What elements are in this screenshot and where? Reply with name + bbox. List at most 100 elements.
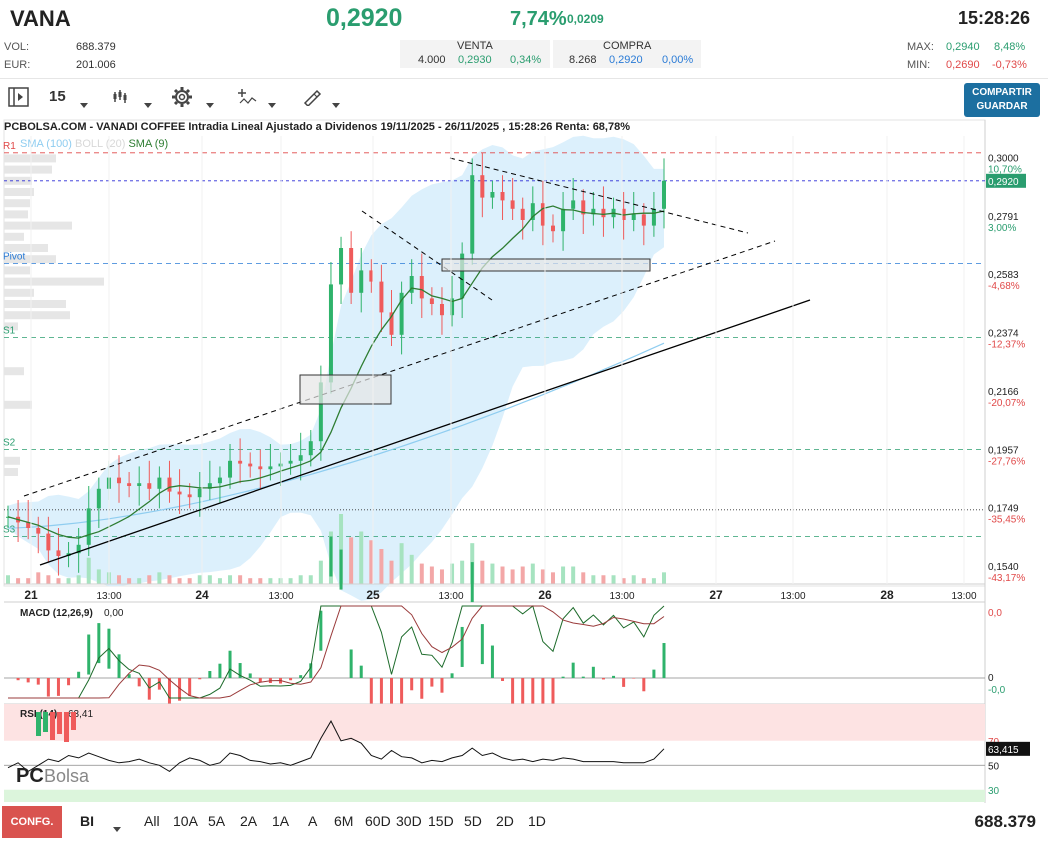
macd-hist-bar [349, 649, 353, 678]
x-tick-label: 28 [880, 588, 894, 602]
volume-bar [66, 578, 71, 584]
volume-bar [601, 575, 606, 584]
indicators-icon[interactable] [238, 88, 258, 111]
last-price: 0,2920 [326, 4, 403, 32]
candle-body [177, 491, 182, 495]
min-price: 0,2690 [946, 59, 980, 71]
candle-body [601, 208, 606, 218]
venta-box [400, 40, 550, 68]
range-2a[interactable]: 2A [240, 813, 258, 829]
macd-hist-bar [228, 650, 232, 678]
x-tick-label: 13:00 [96, 591, 121, 602]
volume-bar [6, 575, 10, 584]
logo-bar [43, 712, 48, 732]
y-tick-pct: -43,17% [988, 573, 1025, 584]
chevron-down-icon[interactable] [113, 819, 121, 837]
chevron-down-icon[interactable] [144, 95, 152, 113]
macd-hist-bar [551, 678, 555, 718]
macd-hist-bar [137, 678, 141, 687]
toolbar-divider [0, 78, 1048, 79]
share-save-button[interactable]: COMPARTIR GUARDAR [964, 83, 1040, 117]
vol-label: VOL: [4, 41, 30, 53]
candle-body [419, 276, 424, 299]
clock: 15:28:26 [957, 8, 1030, 28]
chevron-down-icon[interactable] [268, 95, 276, 113]
macd-hist-bar [77, 671, 81, 678]
macd-hist-bar [460, 626, 464, 667]
trendline-upper-dashed [449, 157, 749, 234]
chevron-down-icon[interactable] [332, 95, 340, 113]
volume-bar [288, 578, 293, 584]
range-all[interactable]: All [144, 813, 160, 829]
range-1a[interactable]: 1A [272, 813, 290, 829]
volume-bar [167, 575, 172, 584]
macd-hist-bar [218, 663, 222, 678]
range-2d[interactable]: 2D [496, 813, 514, 829]
candle-body [530, 203, 535, 220]
trendline-lower-dashed [23, 240, 776, 497]
max-label: MAX: [907, 41, 934, 53]
candle-body [581, 200, 586, 215]
macd-hist-bar [561, 676, 565, 678]
candle-body [248, 463, 253, 467]
draw-pencil-icon[interactable] [302, 88, 322, 111]
range-5a[interactable]: 5A [208, 813, 226, 829]
volume-bar [349, 537, 354, 584]
volume-bar [238, 575, 243, 584]
range-6m[interactable]: 6M [334, 813, 354, 829]
macd-hist-bar [127, 674, 131, 678]
range-5d[interactable]: 5D [464, 813, 482, 829]
level-label-r1: R1 [3, 141, 16, 152]
volume-profile-bar [4, 199, 30, 208]
range-15d[interactable]: 15D [428, 813, 454, 829]
y-tick-pct: -27,76% [988, 456, 1025, 467]
macd-hist-bar [117, 654, 121, 678]
config-button[interactable]: CONFG. [2, 806, 62, 838]
interval-selector[interactable]: 15 [49, 88, 66, 105]
candle-body [460, 253, 465, 299]
range-1d[interactable]: 1D [528, 813, 546, 829]
candle-body [500, 192, 505, 201]
gear-icon[interactable] [171, 86, 193, 113]
panel-toggle-button[interactable] [7, 86, 31, 108]
venta-label: VENTA [457, 40, 493, 52]
volume-profile-bar [4, 400, 32, 409]
volume-bar [147, 575, 152, 584]
legend-sma100: SMA (100) [20, 138, 72, 150]
zone-box [441, 258, 651, 272]
macd-hist-bar [430, 678, 434, 687]
chevron-down-icon[interactable] [80, 95, 88, 113]
candles-icon[interactable] [112, 88, 130, 109]
y-tick-pct: -35,45% [988, 515, 1025, 526]
zone-box [299, 374, 392, 405]
rsi-last-label: 63,415 [988, 745, 1019, 756]
logo-text-pc: PC [16, 765, 44, 787]
volume-bar [187, 578, 192, 584]
macd-hist-bar [16, 678, 20, 681]
volume-profile [4, 154, 104, 476]
range-30d[interactable]: 30D [396, 813, 422, 829]
volume-bar [96, 569, 101, 584]
range-10a[interactable]: 10A [173, 813, 198, 829]
volume-bar [611, 575, 616, 584]
macd-hist-bar [612, 675, 616, 678]
chevron-down-icon[interactable] [206, 95, 214, 113]
volume-bar [258, 578, 263, 584]
volume-bar [157, 572, 162, 584]
change-percent: 7,74% [510, 8, 567, 30]
volume-profile-bar [4, 154, 56, 163]
eur-label: EUR: [4, 59, 31, 71]
chart-type-selector[interactable]: BI [80, 813, 94, 829]
x-tick-label: 13:00 [268, 591, 293, 602]
y-tick-label: 0,2166 [988, 387, 1019, 398]
range-a[interactable]: A [308, 813, 318, 829]
macd-hist-bar [450, 673, 454, 678]
candle-body [167, 477, 172, 492]
range-60d[interactable]: 60D [365, 813, 391, 829]
volume-bar [16, 578, 21, 584]
volume-bar [197, 575, 202, 584]
macd-hist-bar [26, 678, 30, 683]
macd-hist-bar [541, 678, 545, 718]
volume-bar [641, 578, 646, 584]
